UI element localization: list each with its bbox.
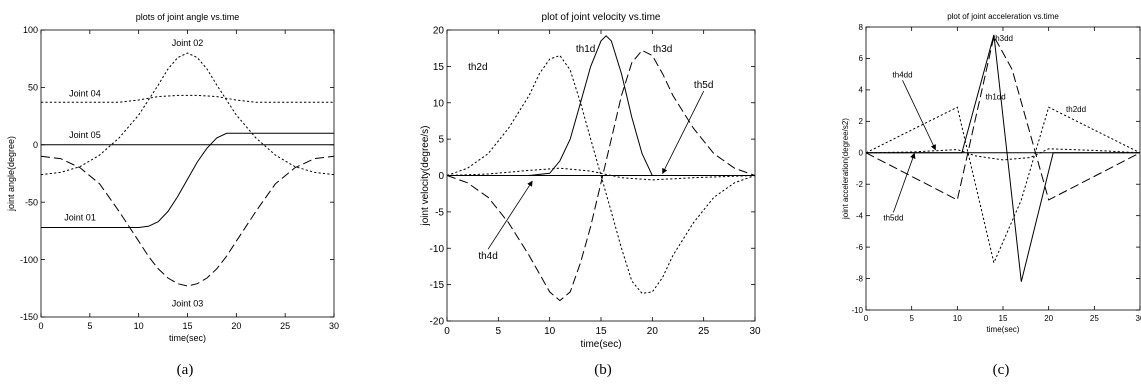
y-tick-label: -50: [25, 197, 38, 207]
x-tick-label: 25: [698, 326, 710, 337]
x-tick-label: 5: [496, 326, 502, 337]
series-line-th3d: [447, 49, 755, 302]
x-tick-label: 10: [134, 321, 144, 331]
y-tick-label: 15: [433, 62, 445, 73]
x-tick-label: 20: [647, 326, 659, 337]
series-annotation: th5d: [694, 80, 713, 91]
series-annotation: Joint 04: [69, 89, 101, 99]
x-tick-label: 5: [87, 321, 92, 331]
series-line-joint-04: [41, 94, 334, 103]
y-tick-label: -5: [435, 207, 444, 218]
y-tick-label: 0: [33, 140, 38, 150]
y-tick-label: 50: [28, 83, 38, 93]
annotation-arrow: [893, 152, 916, 213]
x-tick-label: 25: [1090, 314, 1099, 323]
series-annotation: th5dd: [883, 213, 903, 222]
figure-caption: (c): [993, 362, 1010, 378]
series-annotation: Joint 01: [64, 213, 96, 223]
y-tick-label: 10: [433, 98, 445, 109]
y-axis-label: joint angle(degree): [6, 136, 16, 212]
series-line-joint-01: [41, 132, 334, 228]
x-tick-label: 15: [999, 314, 1008, 323]
x-tick-label: 0: [864, 314, 869, 323]
y-tick-label: 5: [438, 135, 444, 146]
series-group: [447, 35, 755, 302]
series-line-th3dd: [866, 35, 1140, 201]
y-tick-label: 0: [438, 171, 444, 182]
series-line-th4d: [447, 167, 755, 181]
x-tick-label: 15: [595, 326, 607, 337]
y-tick-label: -6: [856, 243, 864, 252]
series-annotation: th2dd: [1066, 105, 1086, 114]
series-annotation: th3d: [653, 44, 672, 55]
y-tick-label: -150: [20, 312, 38, 322]
series-line-joint-03: [41, 155, 334, 287]
x-tick-label: 25: [280, 321, 290, 331]
series-line-th2d: [447, 54, 755, 294]
series-annotation: th3dd: [993, 34, 1013, 43]
annotation-arrow: [902, 80, 936, 151]
x-axis-label: time(sec): [580, 339, 621, 350]
series-annotation: th1d: [576, 44, 595, 55]
y-tick-label: -2: [856, 180, 864, 189]
y-axis-label: joint acceleration(degree/s2): [841, 118, 850, 220]
series-line-th4dd: [866, 148, 1140, 161]
y-tick-label: -8: [856, 274, 864, 283]
annotation-arrow: [662, 91, 705, 175]
y-tick-label: -15: [430, 280, 445, 291]
series-group: [41, 52, 334, 287]
x-tick-label: 20: [231, 321, 241, 331]
y-tick-label: -10: [851, 306, 863, 315]
y-tick-label: -10: [430, 244, 445, 255]
y-tick-label: 4: [859, 86, 864, 95]
x-tick-label: 0: [444, 326, 450, 337]
chart-title: plots of joint angle vs.time: [136, 12, 240, 22]
series-group: [866, 34, 1140, 282]
series-annotation: th4dd: [893, 70, 913, 79]
y-tick-label: -4: [856, 211, 864, 220]
y-tick-label: 0: [859, 149, 864, 158]
series-annotation: Joint 03: [172, 299, 204, 309]
series-line-th1d: [447, 35, 755, 176]
chart-1: plots of joint angle vs.time 0 5 10 15 20 25 30…: [6, 12, 339, 378]
series-annotation: th4d: [478, 251, 497, 262]
series-annotation: th2d: [468, 62, 487, 73]
x-tick-label: 30: [749, 326, 761, 337]
plot-frame: [40, 29, 335, 318]
series-line-th2dd: [866, 106, 1140, 265]
x-tick-label: 20: [1044, 314, 1053, 323]
x-tick-label: 30: [329, 321, 339, 331]
x-tick-label: 5: [909, 314, 914, 323]
y-tick-label: 6: [859, 54, 864, 63]
series-line-joint-02: [41, 52, 334, 176]
chart-title: plot of joint acceleration vs.time: [947, 12, 1059, 21]
y-tick-label: 8: [859, 23, 864, 32]
x-axis-label: time(sec): [169, 333, 206, 343]
figure-caption: (b): [594, 362, 612, 378]
x-tick-label: 0: [38, 321, 43, 331]
series-annotation: th1dd: [986, 92, 1006, 101]
x-tick-label: 10: [544, 326, 556, 337]
y-tick-label: -20: [430, 317, 445, 328]
series-annotation: Joint 05: [69, 130, 101, 140]
y-tick-label: 20: [433, 26, 445, 37]
x-tick-label: 15: [182, 321, 192, 331]
x-axis-label: time(sec): [987, 325, 1020, 334]
figure-caption: (a): [177, 362, 194, 378]
chart-3: plot of joint acceleration vs.time 0 5 10 15…: [841, 12, 1141, 378]
annotation-arrow: [487, 180, 533, 250]
y-tick-label: 2: [859, 117, 864, 126]
x-tick-label: 10: [953, 314, 962, 323]
x-tick-label: 30: [1136, 314, 1141, 323]
y-tick-label: 100: [23, 25, 38, 35]
series-annotation: Joint 02: [172, 38, 204, 48]
chart-title: plot of joint velocity vs.time: [542, 12, 661, 23]
y-axis-label: joint velocity(degree/s): [420, 125, 431, 226]
chart-2: plot of joint velocity vs.time 0 5 10 15 20 25…: [420, 12, 761, 378]
y-tick-label: -100: [20, 255, 38, 265]
